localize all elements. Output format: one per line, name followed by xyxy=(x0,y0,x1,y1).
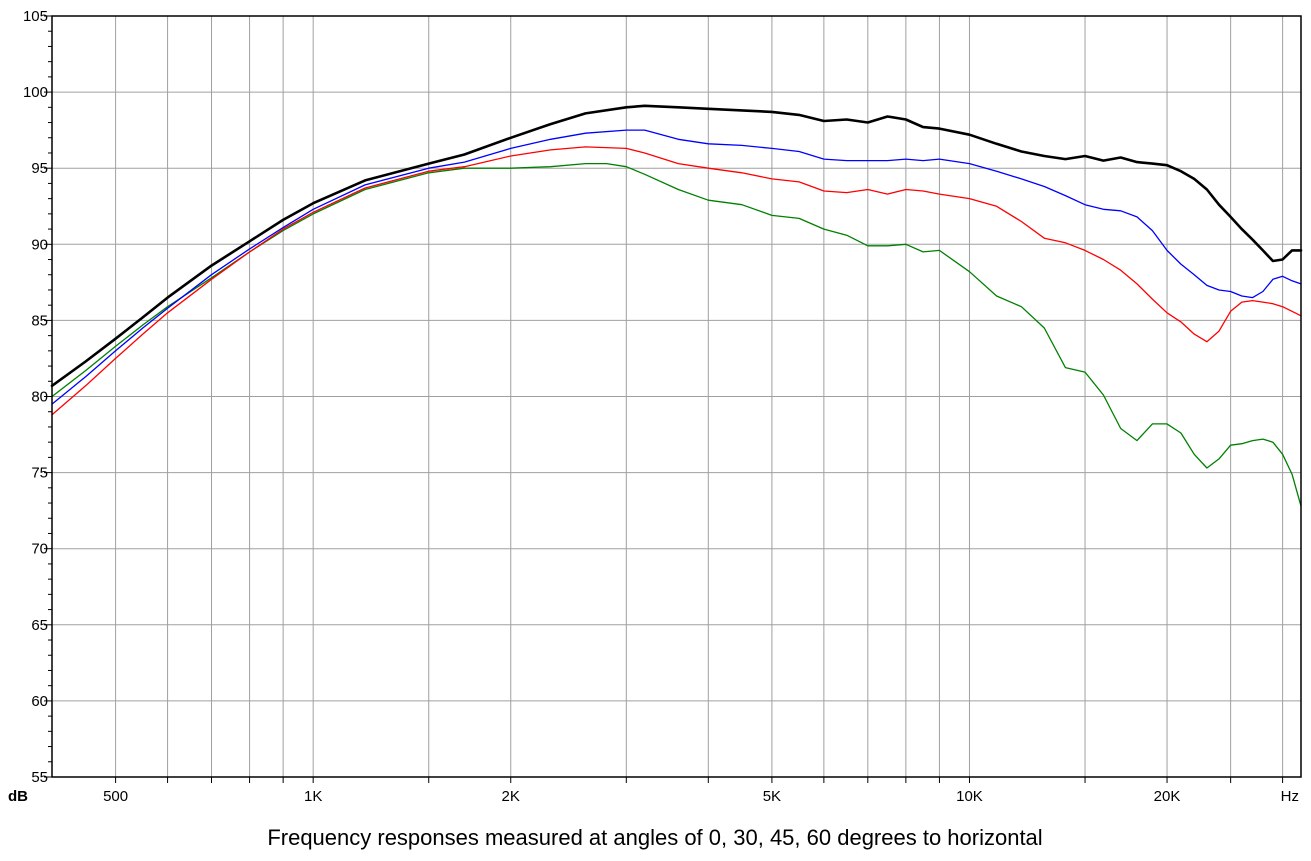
y-tick-label: 105 xyxy=(23,8,48,25)
x-unit-label: Hz xyxy=(1281,788,1299,805)
y-tick-label: 60 xyxy=(31,693,48,710)
y-tick-label: 80 xyxy=(31,389,48,406)
x-tick-label: 5K xyxy=(763,788,781,805)
y-tick-label: 65 xyxy=(31,617,48,634)
axis-labels: 55 60 65 70 75 80 85 90 95 100 105 500 1K 2K 5K 10K 20K d… xyxy=(8,8,1299,805)
series-line-2 xyxy=(51,146,1302,416)
y-tick-label: 75 xyxy=(31,465,48,482)
y-tick-label: 95 xyxy=(31,160,48,177)
axis-ticks xyxy=(44,15,1284,783)
x-tick-label: 10K xyxy=(956,788,983,805)
chart-caption: Frequency responses measured at angles o… xyxy=(267,825,1042,850)
y-unit-label: dB xyxy=(8,788,28,805)
y-tick-label: 70 xyxy=(31,541,48,558)
y-tick-label: 55 xyxy=(31,769,48,786)
y-tick-label: 100 xyxy=(23,84,48,101)
series-layer xyxy=(50,104,1303,507)
x-tick-label: 1K xyxy=(304,788,322,805)
series-line-3 xyxy=(51,162,1302,507)
x-tick-label: 20K xyxy=(1154,788,1181,805)
x-tick-label: 2K xyxy=(502,788,520,805)
series-line-1 xyxy=(51,129,1302,405)
y-tick-label: 90 xyxy=(31,236,48,253)
series-line-0 xyxy=(50,104,1303,388)
x-tick-label: 500 xyxy=(103,788,128,805)
y-tick-label: 85 xyxy=(31,312,48,329)
